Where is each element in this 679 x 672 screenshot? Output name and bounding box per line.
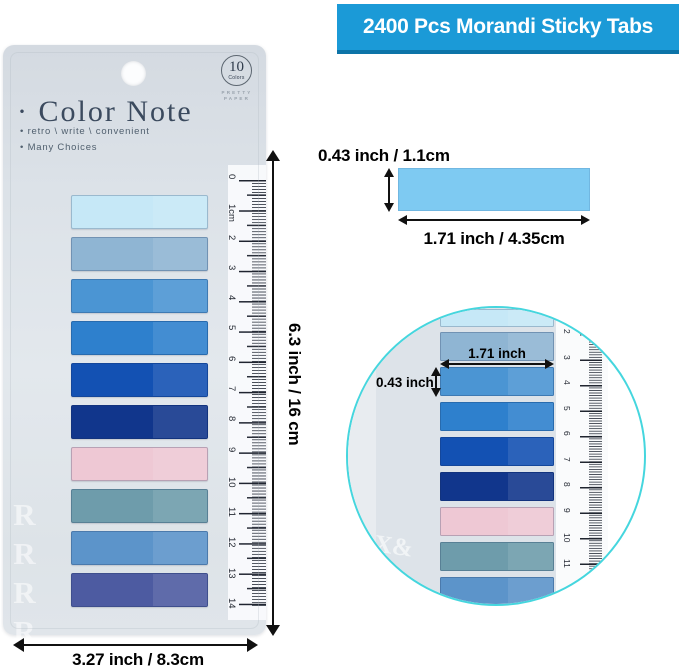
inset-ruler-number: 2: [562, 329, 572, 334]
inset-ruler-number: 7: [562, 457, 572, 462]
package-feature-line-2: • Many Choices: [20, 142, 98, 153]
ruler-ticks: [236, 180, 266, 606]
sticky-tab: [71, 321, 208, 355]
ruler-number: 7: [226, 386, 237, 392]
package-feature-line-1: • retro \ write \ convenient: [20, 126, 150, 137]
width-dimension-label: 3.27 inch / 8.3cm: [72, 650, 204, 669]
sticky-tab: [440, 437, 554, 466]
inset-ruler-number: 8: [562, 482, 572, 487]
badge-label: Colors: [228, 75, 245, 81]
product-package: 10 Colors PRETTY PAPER · Color Note • re…: [3, 45, 266, 653]
embossed-letters: X&: [372, 530, 415, 563]
inset-tab-height-label: 0.43 inch: [376, 375, 434, 390]
sticky-tab: [440, 402, 554, 431]
ruler-number: 3: [226, 265, 237, 271]
inset-tab-width-label: 1.71 inch: [468, 346, 526, 361]
sticky-tab: [71, 279, 208, 313]
ruler-number: 13: [226, 568, 237, 579]
sticky-tab: [71, 447, 208, 481]
hang-hole: [121, 61, 146, 86]
zoom-inset: 1.71 inch 0.43 inch 2 3 4 5 6 7 8 9 10 1…: [346, 306, 646, 606]
ruler-number: 4: [226, 295, 237, 301]
color-count-badge: 10 Colors: [221, 55, 252, 86]
ruler-number: 14: [226, 598, 237, 609]
sticky-tab: [71, 237, 208, 271]
sticky-tab: [440, 367, 554, 396]
inset-ruler-number: 6: [562, 431, 572, 436]
sticky-tab: [71, 195, 208, 229]
promo-banner-text: 2400 Pcs Morandi Sticky Tabs: [362, 15, 653, 38]
ruler-number: 12: [226, 537, 237, 548]
inset-ruler-ticks: [578, 334, 602, 572]
ruler-number: 2: [226, 235, 237, 241]
height-dimension-label: 6.3 inch / 16 cm: [285, 323, 304, 446]
tab-height-label: 0.43 inch / 1.1cm: [318, 146, 450, 165]
tab-width-arrow: [398, 214, 590, 225]
badge-number: 10: [229, 59, 244, 75]
inset-ruler-number: 10: [562, 533, 572, 543]
ruler-number: 9: [226, 447, 237, 453]
inset-ruler-number: 9: [562, 508, 572, 513]
ruler-number: 5: [226, 325, 237, 331]
ruler-number: 6: [226, 356, 237, 362]
package-title: · Color Note: [17, 95, 193, 128]
width-arrow: [13, 637, 258, 654]
inset-ruler-number: 3: [562, 355, 572, 360]
sticky-tab: [440, 472, 554, 501]
ruler-number: 8: [226, 416, 237, 422]
ruler-number: 11: [226, 507, 237, 517]
sticky-tab: [71, 405, 208, 439]
promo-banner: 2400 Pcs Morandi Sticky Tabs: [337, 4, 679, 54]
brand-line-1: PRETTY: [221, 90, 253, 95]
sticky-tab: [440, 332, 554, 361]
inset-ruler-number: 4: [562, 380, 572, 385]
inset-ruler-number: 5: [562, 406, 572, 411]
ruler-number: 1cm: [226, 204, 237, 222]
inset-ruler-number: 11: [562, 559, 572, 568]
tab-height-arrow: [383, 168, 394, 212]
ruler-number: 0: [226, 174, 237, 180]
brand-line-2: PAPER: [223, 96, 251, 101]
embossed-letters: RRRR: [7, 497, 42, 653]
tab-stack: [71, 195, 208, 615]
height-arrow: [265, 150, 282, 636]
sticky-tab: [71, 489, 208, 523]
sticky-tab: [440, 309, 554, 327]
sticky-tab: [440, 577, 554, 604]
inset-tab-width-arrow: [440, 358, 554, 369]
sticky-tab: [440, 507, 554, 536]
sticky-tab: [71, 573, 208, 607]
brand-text: PRETTY PAPER: [217, 90, 257, 102]
tab-width-label: 1.71 inch / 4.35cm: [423, 229, 565, 248]
sample-tab: [398, 168, 590, 211]
sticky-tab: [71, 531, 208, 565]
inset-tab-height-arrow: [430, 367, 441, 397]
sticky-tab: [440, 542, 554, 571]
ruler-number: 10: [226, 477, 237, 488]
sticky-tab: [71, 363, 208, 397]
